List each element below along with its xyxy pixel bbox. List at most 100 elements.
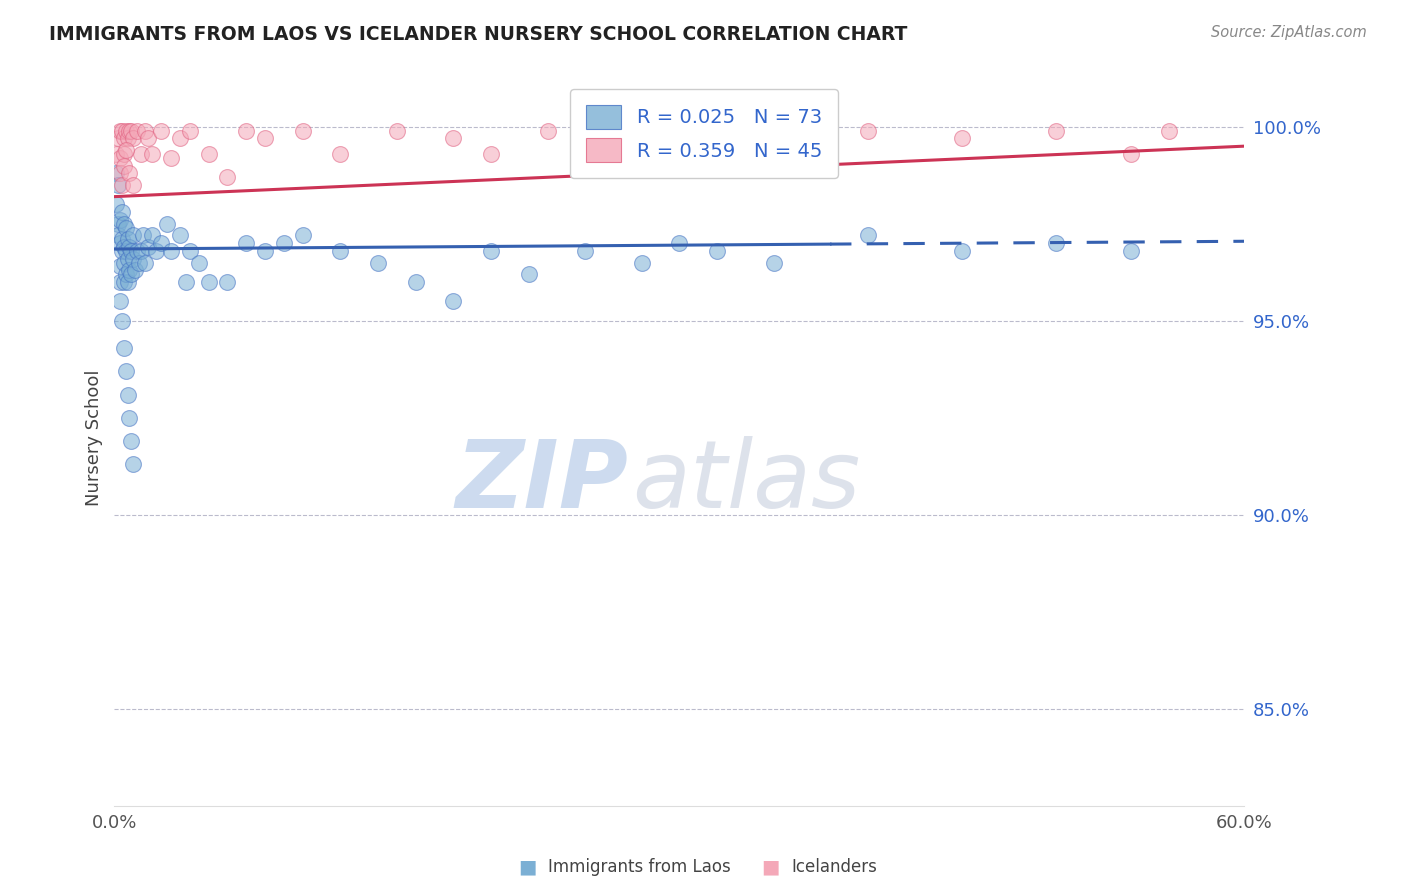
Point [118, 123, 141, 137]
Point [156, 217, 179, 231]
Point [179, 123, 201, 137]
Point [122, 178, 145, 192]
Point [107, 217, 129, 231]
Point [136, 240, 159, 254]
Point [107, 228, 129, 243]
Point [118, 410, 141, 425]
Point [129, 147, 152, 161]
Point [125, 244, 148, 258]
Point [479, 244, 502, 258]
Point [630, 255, 652, 269]
Point [117, 232, 139, 246]
Point [128, 255, 150, 269]
Point [593, 131, 616, 145]
Point [129, 244, 152, 258]
Point [108, 151, 131, 165]
Point [235, 123, 257, 137]
Point [762, 255, 785, 269]
Point [141, 228, 163, 243]
Point [117, 252, 139, 266]
Text: ■: ■ [761, 857, 780, 877]
Point [150, 236, 173, 251]
Point [517, 267, 540, 281]
Point [114, 123, 136, 137]
Point [235, 236, 257, 251]
Point [108, 166, 131, 180]
Text: ZIP: ZIP [456, 435, 628, 527]
Point [111, 314, 134, 328]
Point [174, 275, 197, 289]
Point [112, 159, 135, 173]
Point [108, 236, 131, 251]
Point [197, 275, 219, 289]
Point [169, 131, 191, 145]
Point [950, 244, 973, 258]
Point [111, 123, 134, 137]
Point [134, 255, 156, 269]
Point [112, 131, 135, 145]
Point [1157, 123, 1180, 137]
Point [114, 220, 136, 235]
Point [105, 197, 128, 211]
Point [111, 232, 134, 246]
Point [150, 123, 173, 137]
Point [118, 240, 141, 254]
Point [114, 244, 136, 258]
Point [254, 244, 277, 258]
Point [160, 151, 183, 165]
Point [1045, 123, 1067, 137]
Point [1121, 244, 1143, 258]
Point [179, 244, 201, 258]
Point [217, 170, 239, 185]
Point [856, 123, 879, 137]
Point [112, 275, 135, 289]
Point [141, 147, 163, 161]
Point [124, 263, 146, 277]
Text: ■: ■ [517, 857, 537, 877]
Text: Icelanders: Icelanders [792, 858, 877, 876]
Point [1045, 236, 1067, 251]
Point [197, 147, 219, 161]
Point [108, 294, 131, 309]
Point [856, 228, 879, 243]
Point [114, 267, 136, 281]
Point [131, 228, 153, 243]
Point [112, 240, 135, 254]
Point [122, 228, 145, 243]
Point [136, 131, 159, 145]
Point [441, 131, 464, 145]
Point [118, 263, 141, 277]
Point [169, 228, 191, 243]
Point [112, 255, 135, 269]
Point [329, 147, 352, 161]
Point [574, 244, 596, 258]
Point [706, 244, 728, 258]
Legend: R = 0.025   N = 73, R = 0.359   N = 45: R = 0.025 N = 73, R = 0.359 N = 45 [571, 89, 838, 178]
Point [145, 244, 167, 258]
Point [108, 123, 131, 137]
Point [291, 123, 314, 137]
Point [120, 434, 142, 449]
Point [160, 244, 183, 258]
Point [111, 178, 134, 192]
Text: Immigrants from Laos: Immigrants from Laos [548, 858, 731, 876]
Point [1121, 147, 1143, 161]
Point [668, 236, 690, 251]
Text: atlas: atlas [631, 436, 860, 527]
Point [762, 147, 785, 161]
Point [120, 123, 142, 137]
Point [107, 131, 129, 145]
Text: IMMIGRANTS FROM LAOS VS ICELANDER NURSERY SCHOOL CORRELATION CHART: IMMIGRANTS FROM LAOS VS ICELANDER NURSER… [49, 25, 908, 44]
Point [107, 178, 129, 192]
Point [668, 123, 690, 137]
Text: Source: ZipAtlas.com: Source: ZipAtlas.com [1211, 25, 1367, 40]
Point [950, 131, 973, 145]
Point [254, 131, 277, 145]
Point [291, 228, 314, 243]
Point [122, 458, 145, 472]
Point [117, 275, 139, 289]
Y-axis label: Nursery School: Nursery School [86, 369, 103, 506]
Point [108, 213, 131, 227]
Point [108, 275, 131, 289]
Point [536, 123, 558, 137]
